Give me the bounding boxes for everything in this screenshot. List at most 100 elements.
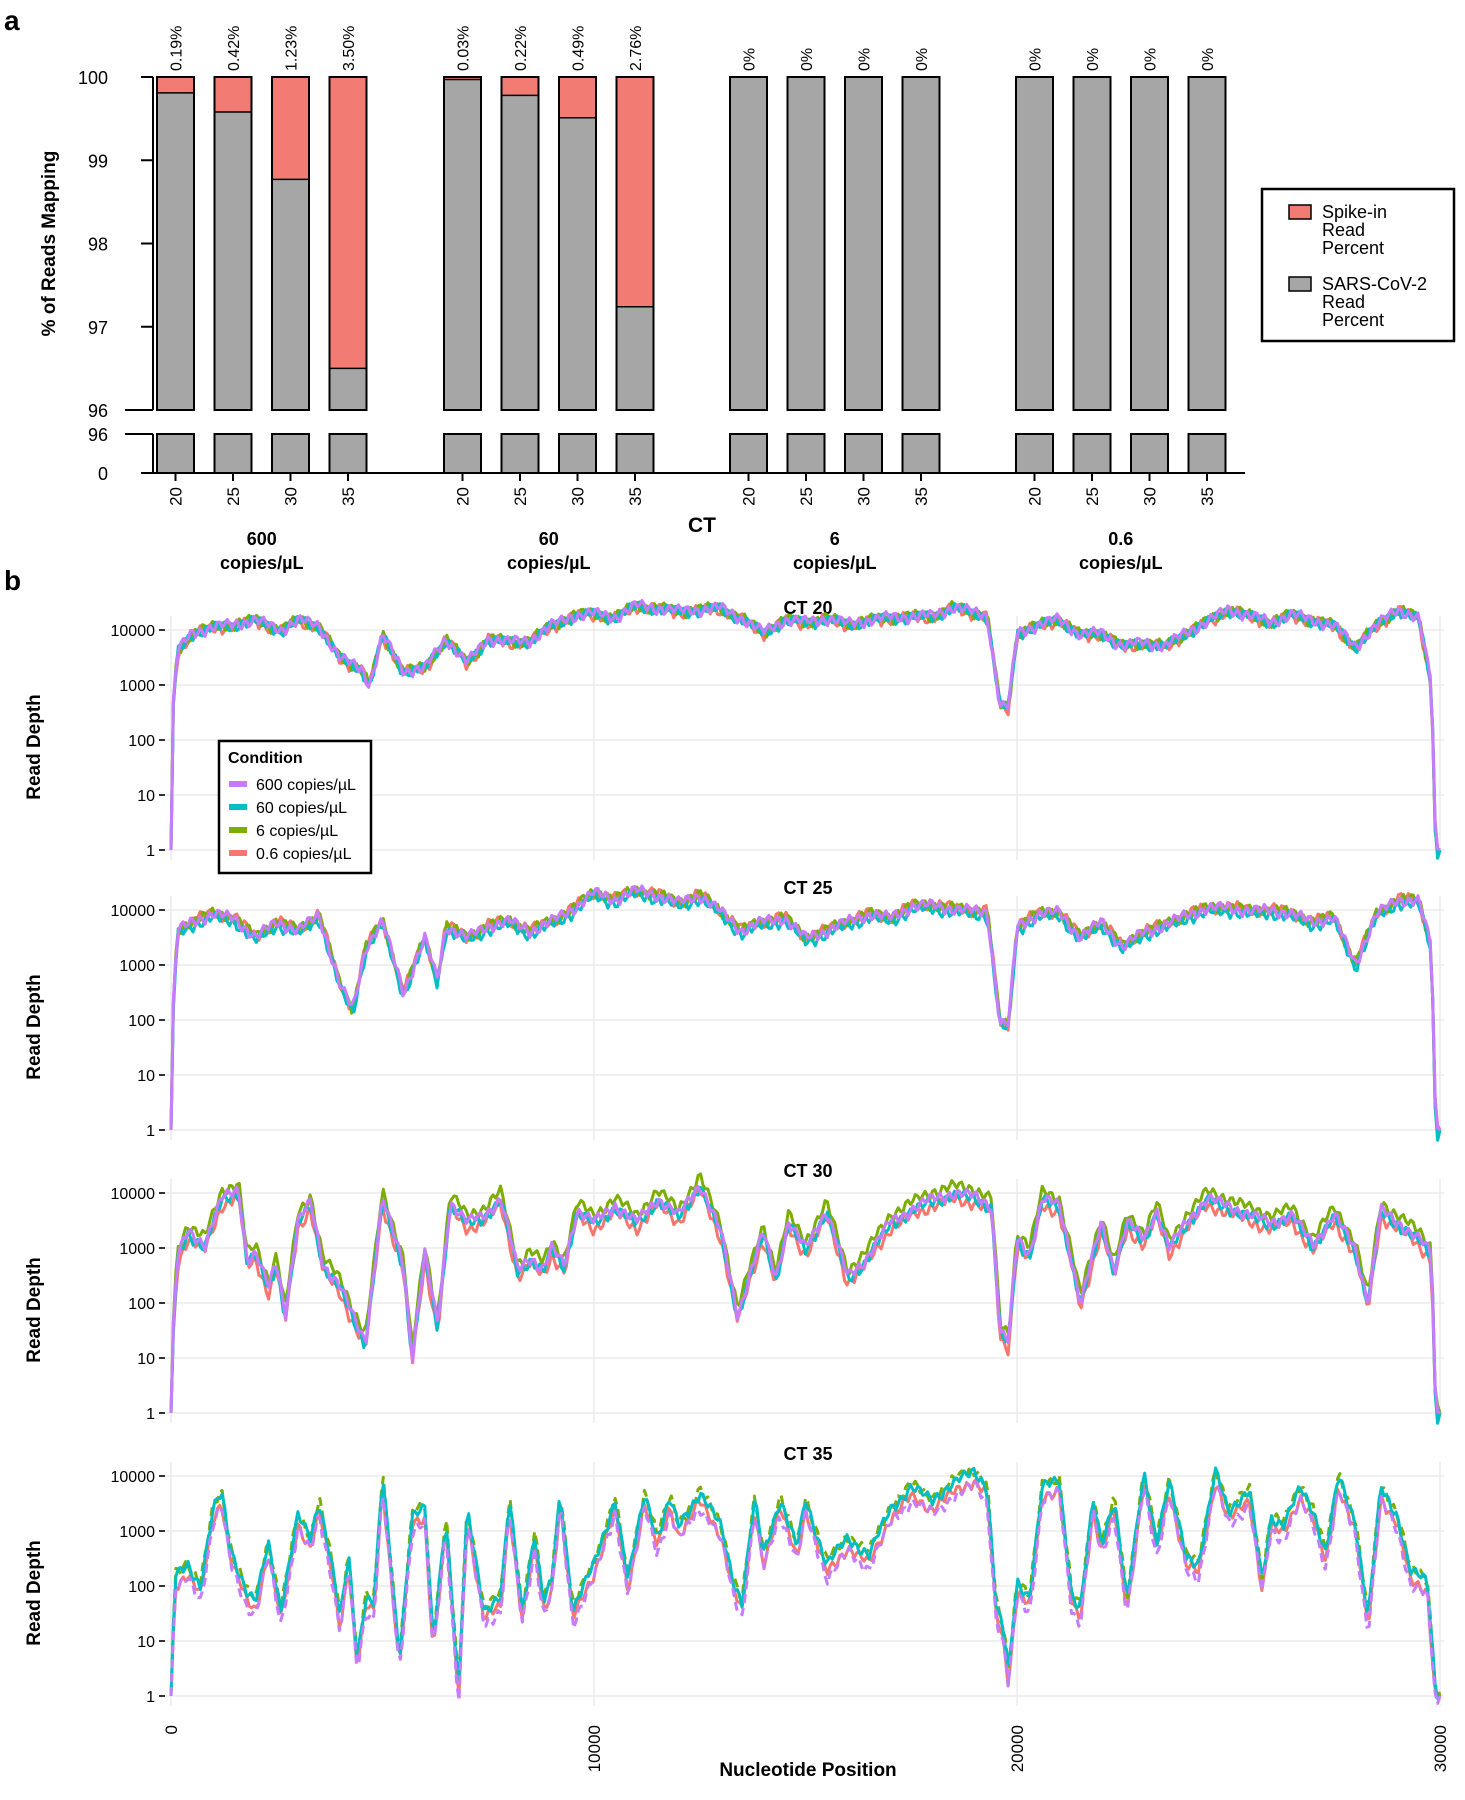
bar-outline-upper bbox=[500, 76, 540, 411]
facet-title: CT 20 bbox=[783, 598, 832, 618]
bar-percent-annotation: 0.19% bbox=[169, 26, 186, 71]
bar-spike-in-segment bbox=[501, 77, 539, 96]
group-label-concentration: 600 bbox=[247, 529, 277, 549]
series-line-600-copies bbox=[169, 598, 1441, 852]
bar-lower-segment bbox=[558, 433, 597, 474]
x-tick-label: 30000 bbox=[1431, 1725, 1450, 1772]
y-tick-label: 96 bbox=[88, 401, 108, 421]
y-axis-label: Read Depth bbox=[24, 974, 45, 1080]
bar-outline-upper bbox=[1130, 76, 1169, 411]
legend-label: Percent bbox=[1322, 310, 1384, 330]
legend-label: 0.6 copies/µL bbox=[256, 846, 352, 863]
bar-percent-annotation: 0% bbox=[1085, 48, 1102, 71]
legend-label: Read bbox=[1322, 220, 1365, 240]
y-axis-label: Read Depth bbox=[24, 1540, 45, 1646]
legend-title: Condition bbox=[228, 750, 303, 767]
bar-lower-segment bbox=[328, 433, 368, 474]
x-tick-label: 20 bbox=[740, 487, 759, 506]
bar-percent-annotation: 3.50% bbox=[341, 26, 358, 71]
y-tick-label: 0 bbox=[98, 464, 108, 484]
facet-ct-30: 10000 1000 100 10 1 CT 30 Read Depth bbox=[24, 1161, 1444, 1425]
bar-percent-annotation: 0% bbox=[914, 48, 931, 71]
bar-sars-cov-2-segment bbox=[559, 117, 596, 410]
x-tick-label: 25 bbox=[797, 487, 816, 506]
x-tick-label: 30 bbox=[1141, 487, 1160, 506]
group-label-units: copies/µL bbox=[793, 553, 876, 573]
x-tick-label: 20000 bbox=[1008, 1725, 1027, 1772]
bar-percent-annotation: 1.23% bbox=[284, 26, 301, 71]
bar-percent-annotation: 0% bbox=[1143, 48, 1160, 71]
y-tick-label: 10 bbox=[137, 788, 155, 805]
bar-lower-segment bbox=[500, 433, 540, 474]
group-label-concentration: 0.6 bbox=[1108, 529, 1133, 549]
y-tick-label: 1000 bbox=[119, 1241, 155, 1258]
bar-sars-cov-2-segment bbox=[329, 368, 367, 410]
y-tick-label: 97 bbox=[88, 318, 108, 338]
bar-outline-upper bbox=[1187, 76, 1227, 411]
bar-sars-cov-2-segment bbox=[1016, 77, 1053, 410]
bar-spike-in-segment bbox=[444, 77, 481, 80]
legend-panel-b: Condition 600 copies/µL 60 copies/µL 6 copi… bbox=[217, 739, 373, 875]
y-tick-label: 10 bbox=[137, 1068, 155, 1085]
x-tick-label: 0 bbox=[162, 1725, 181, 1734]
y-tick-label: 10 bbox=[137, 1351, 155, 1368]
bar-lower-segment bbox=[1130, 433, 1169, 474]
group-label-concentration: 60 bbox=[539, 529, 559, 549]
y-tick-label: 10000 bbox=[111, 1469, 156, 1486]
y-tick-label: 10 bbox=[137, 1634, 155, 1651]
bar-lower-segment bbox=[786, 433, 826, 474]
x-tick-label: 25 bbox=[511, 487, 530, 506]
x-tick-label: 25 bbox=[224, 487, 243, 506]
bar-lower-segment bbox=[901, 433, 941, 474]
bar-outline-upper bbox=[271, 76, 310, 411]
bar-percent-annotation: 0% bbox=[799, 48, 816, 71]
series-line-600-copies bbox=[169, 884, 1442, 1132]
facet-title: CT 30 bbox=[783, 1161, 832, 1181]
y-tick-label: 10000 bbox=[111, 623, 156, 640]
bar-lower-segment bbox=[729, 433, 768, 474]
bar-percent-annotation: 0.22% bbox=[513, 26, 530, 71]
bar-lower-segment bbox=[443, 433, 482, 474]
x-tick-label: 25 bbox=[1083, 487, 1102, 506]
bar-sars-cov-2-segment bbox=[787, 77, 825, 410]
group-label-units: copies/µL bbox=[507, 553, 590, 573]
bar-outline-upper bbox=[328, 76, 368, 411]
bar-percent-annotation: 0.42% bbox=[226, 26, 243, 71]
bar-lower-segment bbox=[213, 433, 253, 474]
group-label-units: copies/µL bbox=[1079, 553, 1162, 573]
x-tick-label: 20 bbox=[1026, 487, 1045, 506]
series-line-60-copies bbox=[169, 1185, 1442, 1425]
legend-label: Percent bbox=[1322, 238, 1384, 258]
bar-sars-cov-2-segment bbox=[501, 95, 539, 410]
x-tick-label: 20 bbox=[454, 487, 473, 506]
x-axis-label: Nucleotide Position bbox=[719, 1760, 896, 1781]
y-tick-label: 100 bbox=[128, 1296, 155, 1313]
y-tick-label: 1 bbox=[146, 1406, 155, 1423]
y-tick-label: 1 bbox=[146, 1689, 155, 1706]
bar-outline-upper bbox=[1072, 76, 1112, 411]
bar-sars-cov-2-segment bbox=[1131, 77, 1168, 410]
bar-sars-cov-2-segment bbox=[444, 79, 481, 410]
legend-swatch bbox=[1288, 204, 1312, 220]
bar-spike-in-segment bbox=[616, 77, 654, 307]
bar-percent-annotation: 2.76% bbox=[628, 26, 645, 71]
bar-lower-segment bbox=[271, 433, 310, 474]
y-tick-label: 96 bbox=[88, 425, 108, 445]
series-line-60-copies bbox=[169, 1466, 1442, 1700]
facet-title: CT 25 bbox=[783, 878, 832, 898]
bar-lower-segment bbox=[1187, 433, 1227, 474]
bar-outline-upper bbox=[786, 76, 826, 411]
y-tick-label: 10000 bbox=[111, 903, 156, 920]
y-axis-label: Read Depth bbox=[24, 1257, 45, 1363]
y-tick-label: 1000 bbox=[119, 958, 155, 975]
legend-label: SARS-CoV-2 bbox=[1322, 274, 1427, 294]
legend-label: 6 copies/µL bbox=[256, 823, 338, 840]
bar-outline-upper bbox=[156, 76, 195, 411]
y-tick-label: 100 bbox=[128, 1013, 155, 1030]
bar-outline-upper bbox=[729, 76, 768, 411]
y-tick-label: 1 bbox=[146, 843, 155, 860]
bar-percent-annotation: 0.03% bbox=[456, 26, 473, 71]
bar-sars-cov-2-segment bbox=[157, 92, 194, 410]
bar-sars-cov-2-segment bbox=[902, 77, 940, 410]
